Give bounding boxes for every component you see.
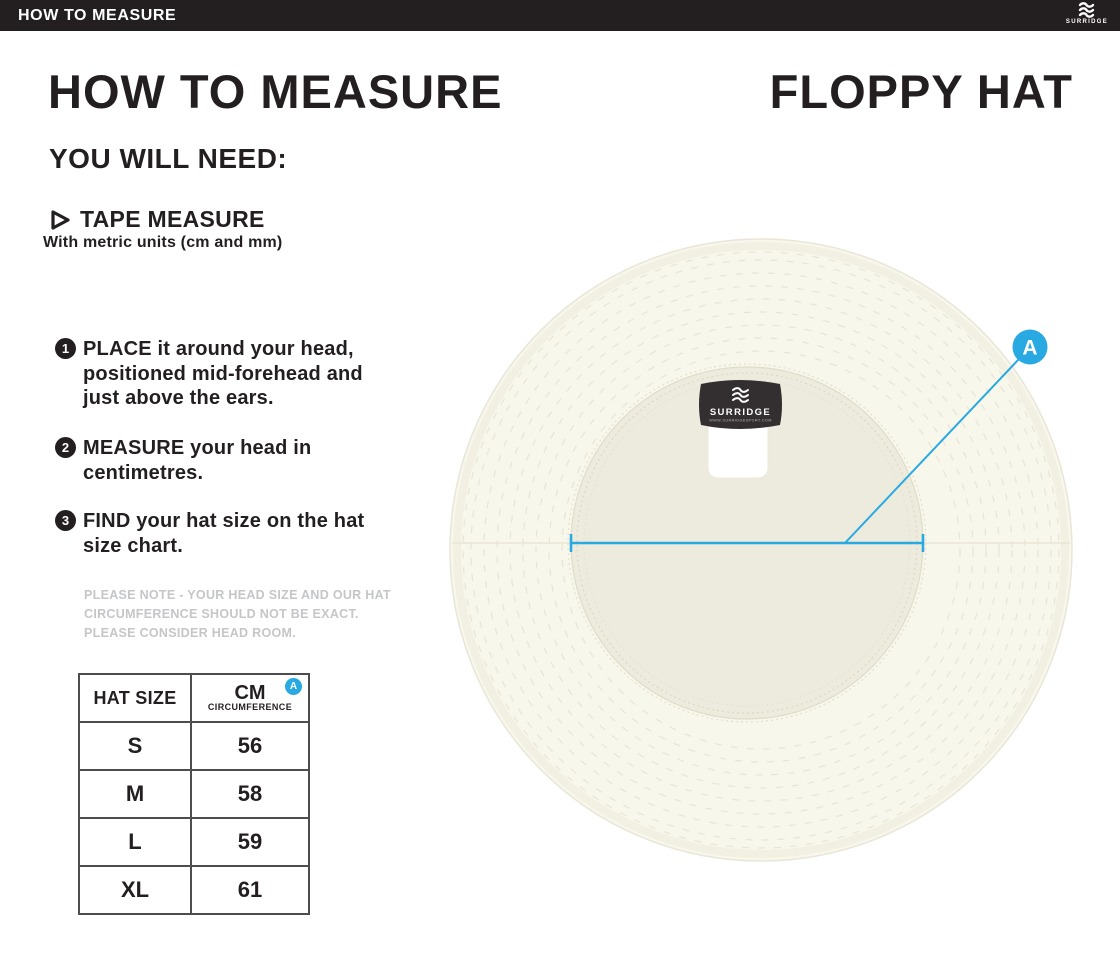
table-row: S 56 [78,721,310,771]
measure-a-badge-letter: A [1022,337,1037,360]
step-1-number: 1 [55,338,76,359]
table-header-row: HAT SIZE CM CIRCUMFERENCE A [78,673,310,723]
step-1-text: PLACE it around your head, positioned mi… [83,338,363,409]
top-bar-title: HOW TO MEASURE [18,6,177,24]
size-cell: L [78,817,192,867]
table-row: XL 61 [78,865,310,915]
cm-cell: 58 [190,769,310,819]
surridge-logo-text: SURRIDGE [1065,19,1108,25]
table-row: M 58 [78,769,310,819]
cm-cell: 59 [190,817,310,867]
size-cell: XL [78,865,192,915]
hat-size-header: HAT SIZE [93,687,177,708]
floppy-hat-diagram: SURRIDGE WWW.SURRIDGESPORT.COM A [449,238,1073,862]
cm-cell: 61 [190,865,310,915]
label-brand-text: SURRIDGE [710,407,771,418]
tape-measure-item: TAPE MEASURE [50,206,265,233]
size-cell: M [78,769,192,819]
tape-measure-icon [51,209,70,230]
please-note-text: PLEASE NOTE - YOUR HEAD SIZE AND OUR HAT… [84,588,391,640]
surridge-s-icon [1079,2,1095,18]
step-2-text: MEASURE your head in centimetres. [83,437,312,484]
size-cell: S [78,721,192,771]
callout-line [844,358,1020,544]
size-chart-table: HAT SIZE CM CIRCUMFERENCE A S 56 M 58 L … [78,673,310,915]
hat-brand-label: SURRIDGE WWW.SURRIDGESPORT.COM [699,380,782,429]
step-3-text: FIND your hat size on the hat size chart… [83,510,365,557]
top-bar: HOW TO MEASURE SURRIDGE [0,0,1120,31]
measure-a-badge-small: A [285,678,302,695]
cm-cell: 56 [190,721,310,771]
step-3-number: 3 [55,510,76,531]
step-2-number: 2 [55,437,76,458]
page-title: HOW TO MEASURE [48,65,503,118]
you-will-need-heading: YOU WILL NEED: [49,143,288,174]
surridge-logo: SURRIDGE [1066,2,1108,25]
tape-measure-label: TAPE MEASURE [80,206,265,232]
step-3: 3 FIND your hat size on the hat size cha… [55,509,364,558]
label-website-text: WWW.SURRIDGESPORT.COM [709,419,772,423]
cm-header: CM [234,682,266,704]
measurement-line-a [569,534,925,552]
hat-label-tail [707,420,769,479]
measure-a-badge: A [1012,329,1048,365]
label-s-icon [732,387,749,403]
product-title: FLOPPY HAT [769,65,1073,118]
brim-stitching [470,259,1052,841]
tape-measure-note: With metric units (cm and mm) [43,234,283,251]
step-2: 2 MEASURE your head in centimetres. [55,436,311,485]
step-1: 1 PLACE it around your head, positioned … [55,337,363,411]
table-row: L 59 [78,817,310,867]
circumference-header: CIRCUMFERENCE [207,702,293,712]
